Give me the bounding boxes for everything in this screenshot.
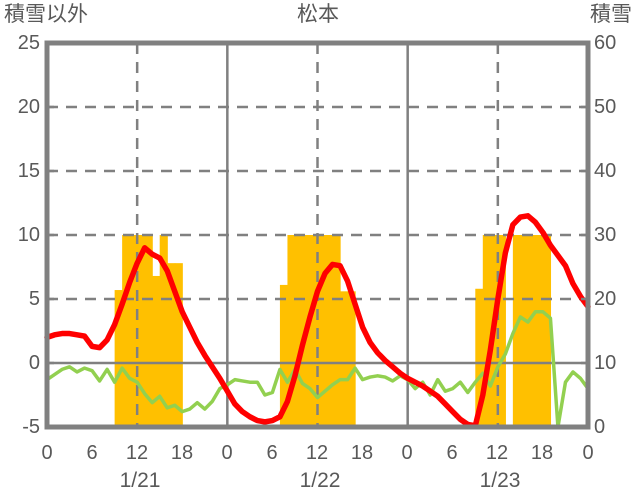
x-tick: 6 (446, 442, 458, 464)
x-tick: 6 (266, 442, 278, 464)
bar (122, 235, 131, 427)
y-right-tick: 60 (594, 32, 617, 54)
bar (535, 235, 544, 427)
y-left-tick: 15 (17, 160, 40, 182)
bar (174, 263, 183, 427)
x-tick: 12 (305, 442, 329, 464)
bar (129, 235, 138, 427)
bar (144, 235, 153, 427)
y-right-tick: 10 (594, 352, 617, 374)
right-axis-title: 積雪 (590, 3, 632, 26)
bar (520, 235, 529, 427)
bar (294, 235, 304, 427)
y-right-tick: 20 (594, 288, 617, 310)
bar (512, 235, 521, 427)
x-tick: 0 (401, 442, 413, 464)
date-label: 1/21 (119, 469, 161, 492)
x-tick: 12 (485, 442, 509, 464)
y-right-tick: 50 (594, 96, 617, 118)
bar (279, 284, 289, 427)
bar (159, 235, 168, 427)
x-tick: 0 (221, 442, 233, 464)
y-left-tick: 20 (17, 96, 40, 118)
bar (340, 291, 349, 427)
x-tick: 18 (530, 442, 554, 464)
x-tick: 12 (125, 442, 149, 464)
x-tick: 18 (170, 442, 194, 464)
bar (542, 235, 552, 427)
y-right-tick: 40 (594, 160, 617, 182)
temperature-line (44, 213, 591, 429)
left-axis-title: 積雪以外 (4, 3, 88, 26)
bar (325, 235, 334, 427)
y-right-tick: 30 (594, 224, 617, 246)
x-tick: 18 (350, 442, 374, 464)
axis-ticks (47, 41, 588, 429)
bar (167, 263, 176, 427)
y-left-tick: 10 (17, 224, 40, 246)
bar (332, 235, 341, 427)
y-left-tick: -5 (22, 416, 40, 438)
secondary-line (45, 310, 590, 429)
date-label: 1/23 (479, 469, 521, 492)
y-right-tick: 0 (594, 416, 606, 438)
bar (287, 235, 296, 427)
y-left-tick: 25 (17, 32, 40, 54)
date-label: 1/22 (299, 469, 341, 492)
bar (137, 235, 146, 427)
bar (482, 235, 491, 427)
page-title: 松本 (297, 3, 339, 26)
bar (114, 290, 123, 427)
bar (475, 288, 484, 427)
bar (497, 235, 506, 427)
bar (527, 235, 537, 427)
bar (309, 235, 319, 427)
bar (347, 291, 356, 427)
y-left-tick: 0 (28, 352, 40, 374)
x-tick: 0 (582, 442, 594, 464)
bar (152, 275, 161, 427)
y-left-tick: 5 (28, 288, 40, 310)
bar (317, 235, 326, 427)
x-tick: 0 (41, 442, 53, 464)
x-tick: 6 (86, 442, 98, 464)
